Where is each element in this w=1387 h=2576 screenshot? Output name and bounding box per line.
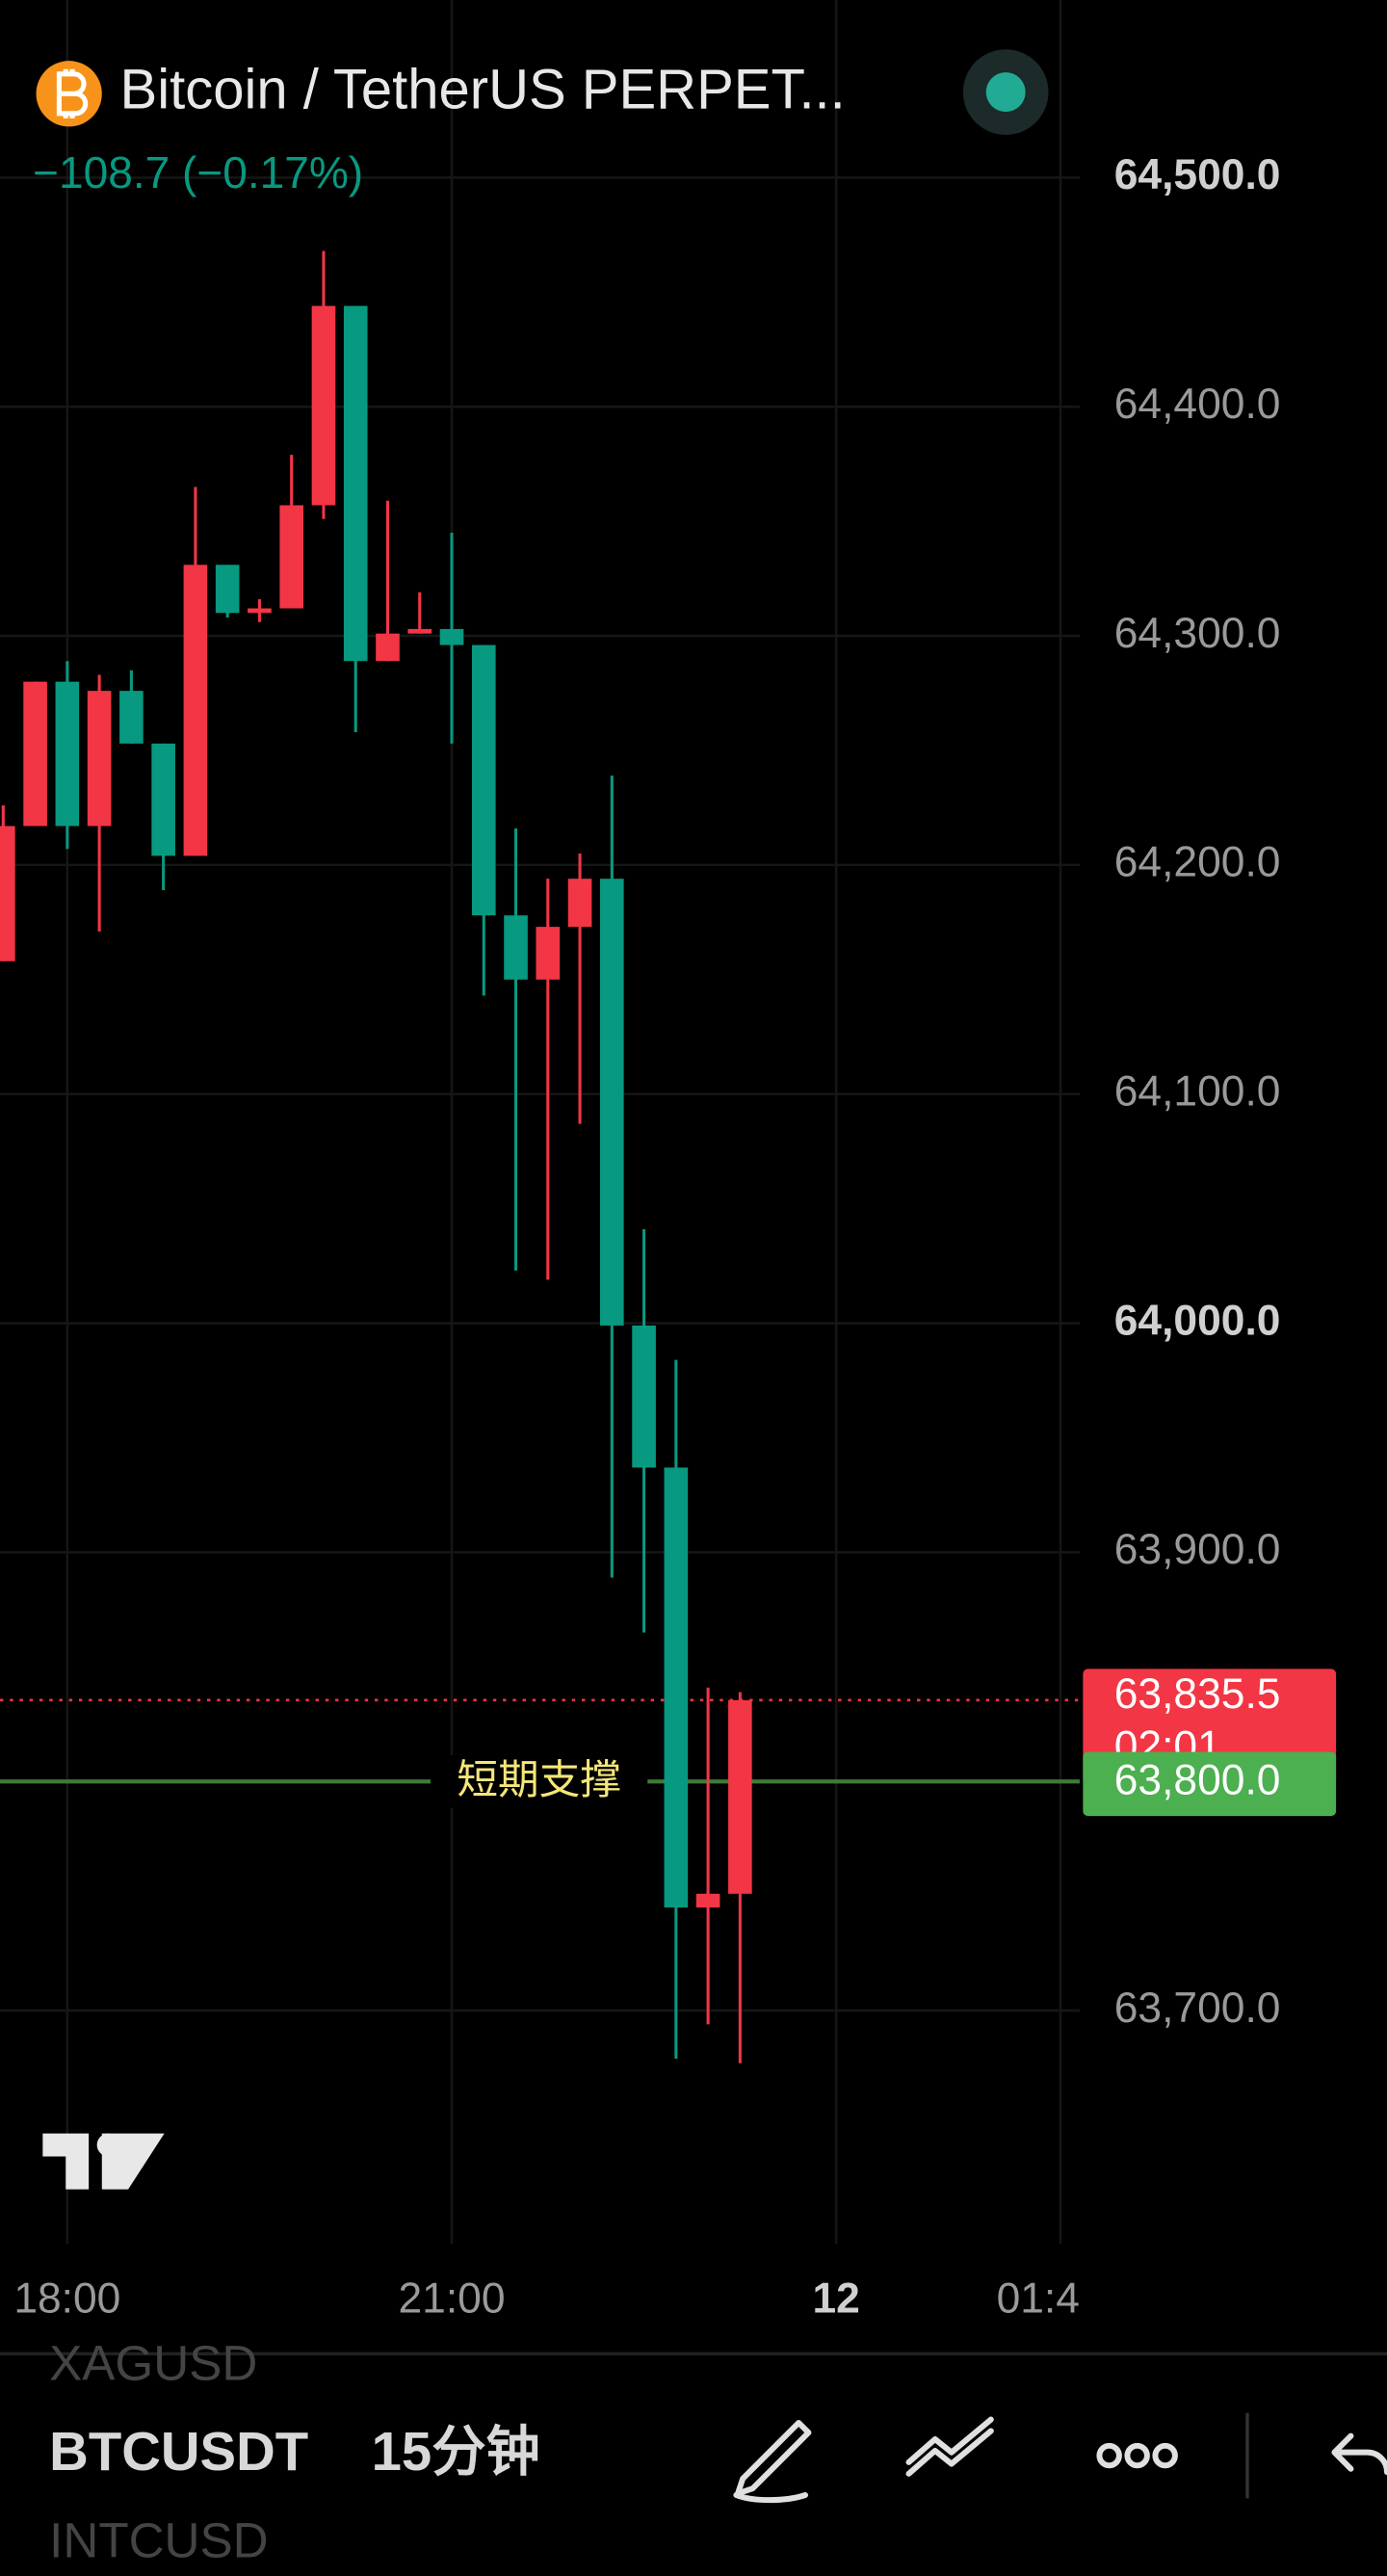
- candle-body: [439, 628, 464, 645]
- candle-body: [311, 305, 336, 506]
- y-tick-label: 64,000.0: [1114, 1297, 1281, 1344]
- candle-body: [664, 1467, 689, 1908]
- annotation-gap: [431, 1754, 648, 1808]
- x-tick-label: 18:00: [13, 2274, 120, 2322]
- x-tick-label: 21:00: [398, 2274, 505, 2322]
- price-change: −108.7 (−0.17%): [33, 147, 363, 197]
- candle-body: [55, 681, 80, 827]
- candle-body: [248, 608, 272, 614]
- status-dot: [985, 72, 1026, 113]
- candle-body: [215, 565, 240, 614]
- y-tick-label: 63,900.0: [1114, 1526, 1281, 1573]
- support-price-label: 63,800.0: [1114, 1757, 1281, 1804]
- candles: [0, 250, 752, 2063]
- y-tick-label: 64,300.0: [1114, 610, 1281, 657]
- draw-tool[interactable]: [733, 2419, 812, 2504]
- y-tick-label: 64,100.0: [1114, 1067, 1281, 1115]
- candle-body: [376, 633, 400, 662]
- interval-selector[interactable]: 15分钟: [372, 2421, 540, 2482]
- trend-tool[interactable]: [905, 2416, 994, 2477]
- candle-body: [728, 1699, 752, 1894]
- more-dot[interactable]: [1152, 2442, 1178, 2469]
- coin-icon-mark: [56, 68, 89, 118]
- candle-body: [119, 691, 144, 744]
- candle-body: [504, 915, 528, 980]
- candle-body: [695, 1893, 720, 1908]
- brand-logo-dot: [96, 2133, 120, 2157]
- more-dot[interactable]: [1124, 2442, 1150, 2469]
- more-dot[interactable]: [1096, 2442, 1122, 2469]
- y-tick-label: 64,500.0: [1114, 151, 1281, 198]
- candle-body: [343, 305, 368, 662]
- candle-body: [279, 505, 303, 609]
- candle-body: [471, 644, 496, 916]
- candle-body: [407, 628, 432, 634]
- y-tick-label: 63,700.0: [1114, 1985, 1281, 2032]
- symbol-selector[interactable]: BTCUSDT: [49, 2421, 308, 2482]
- symbol-title[interactable]: Bitcoin / TetherUS PERPET...: [120, 59, 846, 121]
- candle-body: [0, 826, 15, 961]
- last-price-label: 63,835.5: [1114, 1670, 1281, 1718]
- x-tick-label: 01:4: [997, 2274, 1080, 2322]
- support-price-box: [1083, 1751, 1337, 1817]
- symbol-option[interactable]: INTCUSD: [49, 2513, 268, 2568]
- candle-body: [183, 565, 208, 856]
- candle-body: [87, 691, 112, 827]
- candle-body: [632, 1325, 656, 1468]
- grid-layer: [0, 0, 1080, 2244]
- symbol-option[interactable]: XAGUSD: [49, 2335, 257, 2390]
- support-annotation: 短期支撑: [457, 1757, 621, 1803]
- candle-body: [536, 927, 561, 980]
- candle-body: [567, 879, 592, 928]
- x-tick-label: 12: [812, 2274, 859, 2322]
- candle-body: [600, 879, 624, 1326]
- candle-body: [23, 681, 47, 827]
- brand-logo: [42, 2133, 165, 2190]
- y-tick-label: 64,400.0: [1114, 381, 1281, 428]
- candle-body: [151, 743, 175, 856]
- y-tick-label: 64,200.0: [1114, 839, 1281, 886]
